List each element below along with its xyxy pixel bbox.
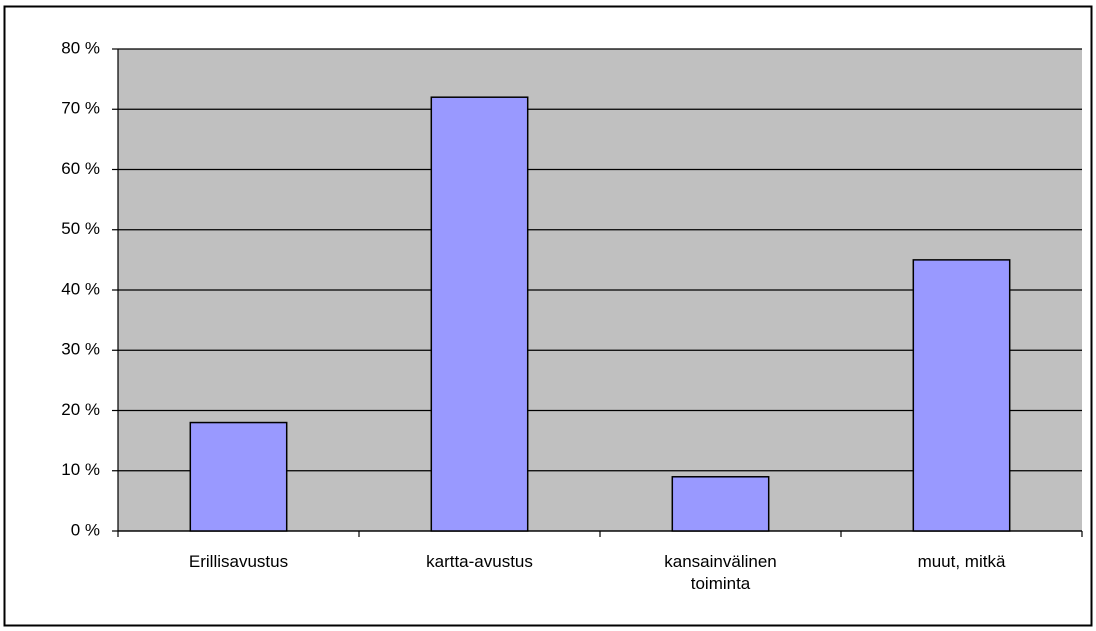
x-tick-label: kartta-avustus <box>426 552 533 571</box>
y-tick-label: 10 % <box>61 460 100 479</box>
y-tick-label: 0 % <box>71 520 100 539</box>
x-tick-label: Erillisavustus <box>188 552 289 571</box>
y-tick-label: 20 % <box>61 400 100 419</box>
y-tick-label: 40 % <box>61 279 100 298</box>
bar <box>430 96 529 532</box>
y-tick-label: 60 % <box>61 159 100 178</box>
bar <box>671 476 770 532</box>
y-tick-label: 50 % <box>61 219 100 238</box>
y-tick-label: 30 % <box>61 340 100 359</box>
bar <box>912 259 1011 532</box>
x-tick-label: kansainvälinen toiminta <box>664 552 777 593</box>
bar <box>189 421 288 532</box>
y-tick-label: 80 % <box>61 38 100 57</box>
x-tick-label: muut, mitkä <box>917 552 1006 571</box>
y-tick-label: 70 % <box>61 99 100 118</box>
